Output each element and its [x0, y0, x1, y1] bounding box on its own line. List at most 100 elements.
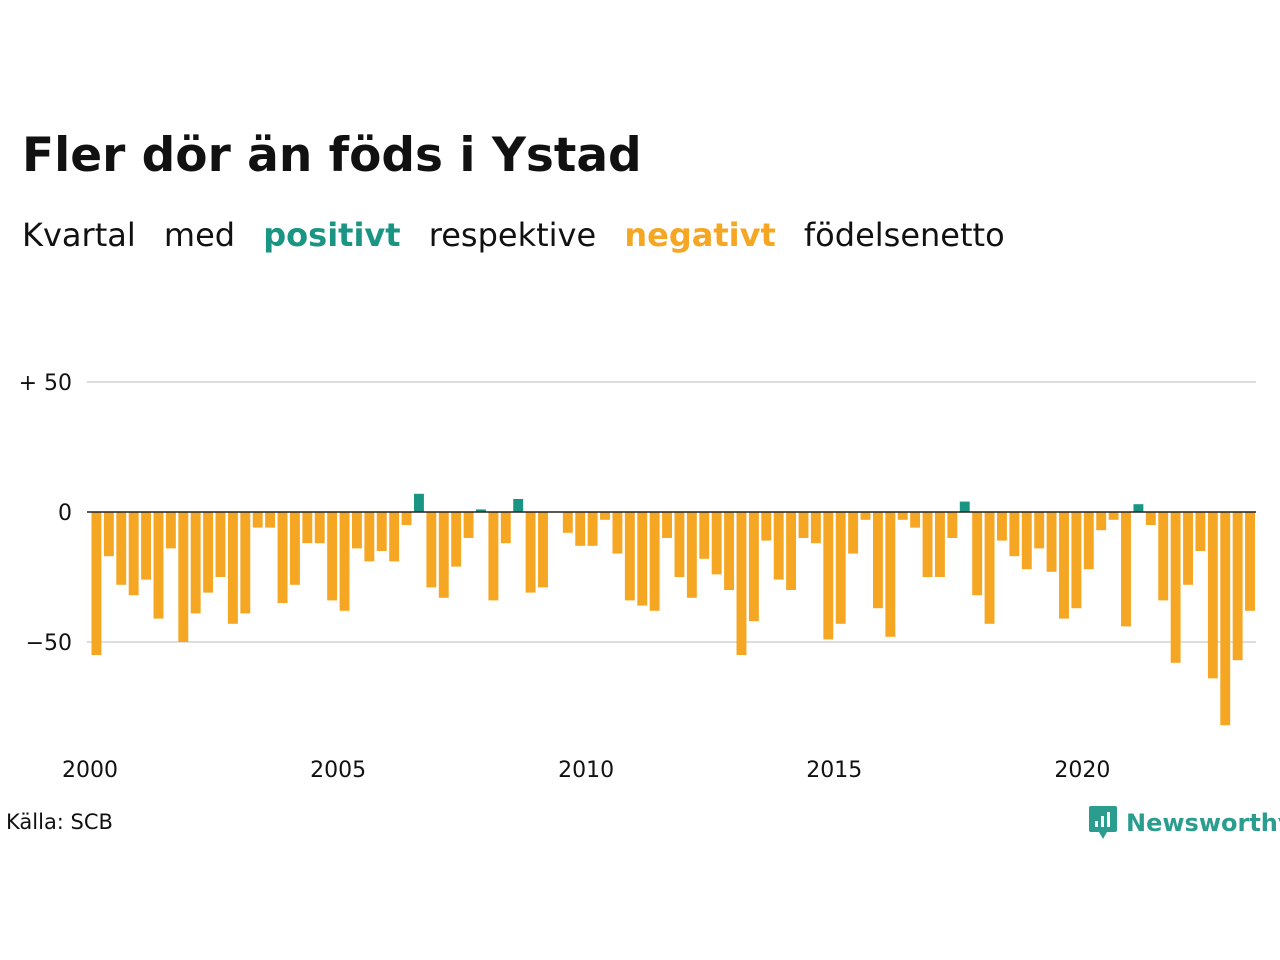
bar: [910, 512, 921, 528]
bar: [897, 512, 908, 520]
bar: [476, 509, 486, 512]
bar: [1059, 512, 1069, 619]
bar: [984, 512, 995, 624]
bar: [426, 512, 437, 588]
y-tick-label: + 50: [19, 371, 72, 396]
bar: [141, 512, 152, 580]
bar: [562, 512, 573, 533]
bar: [612, 512, 623, 554]
bar: [674, 512, 685, 577]
bar: [364, 512, 375, 562]
bar: [1096, 512, 1107, 531]
bar: [1183, 512, 1193, 585]
bar: [1071, 512, 1082, 609]
bar: [500, 512, 511, 544]
chart-subtitle: Kvartal med positivt respektive negativt…: [22, 216, 1023, 254]
bar: [376, 512, 387, 551]
bar: [327, 512, 338, 601]
bar: [624, 512, 635, 601]
bar: [525, 512, 536, 593]
bar: [1083, 512, 1094, 570]
bar: [773, 512, 784, 580]
bar: [1046, 512, 1057, 572]
bar: [934, 512, 945, 577]
subtitle-word-kvartal: Kvartal: [22, 216, 136, 254]
bar: [1158, 512, 1169, 601]
bar: [1245, 512, 1255, 611]
bar: [240, 512, 251, 614]
bar: [997, 512, 1007, 541]
bar: [103, 512, 114, 557]
bar: [463, 512, 474, 538]
bar: [203, 512, 214, 593]
bar: [351, 512, 362, 549]
bar: [538, 512, 548, 588]
bar: [215, 512, 226, 577]
bar: [711, 512, 722, 575]
bar: [748, 512, 759, 622]
bar: [1207, 512, 1218, 679]
bar: [649, 512, 660, 611]
bar: [662, 512, 672, 538]
bar: [153, 512, 164, 619]
bar: [265, 512, 276, 528]
bar: [587, 512, 598, 546]
bar: [1034, 512, 1045, 549]
bar: [227, 512, 238, 624]
bar: [165, 512, 176, 549]
bar: [252, 512, 263, 528]
bar: [1133, 504, 1144, 512]
bar: [575, 512, 586, 546]
newsworthy-chart-icon: [1089, 806, 1117, 839]
bar: [1232, 512, 1243, 661]
bar: [600, 512, 610, 520]
bar: [1009, 512, 1020, 557]
bar: [823, 512, 834, 640]
x-tick-label: 2020: [1054, 758, 1110, 783]
y-tick-label: −50: [26, 631, 72, 656]
bar: [1220, 512, 1231, 726]
bar: [302, 512, 313, 544]
subtitle-word-respektive: respektive: [428, 216, 597, 254]
bar: [786, 512, 797, 590]
bar: [686, 512, 697, 598]
bar: [128, 512, 139, 596]
newsworthy-logo: Newsworthy: [1088, 803, 1280, 843]
bar: [1170, 512, 1181, 663]
bar: [848, 512, 859, 554]
bar: [761, 512, 772, 541]
bar: [637, 512, 648, 606]
subtitle-word-fodelsenetto: födelsenetto: [803, 216, 1005, 254]
bar: [289, 512, 300, 585]
bar: [972, 512, 983, 596]
bar: [339, 512, 350, 611]
bar: [1108, 512, 1119, 520]
bar: [860, 512, 871, 520]
bar: [885, 512, 896, 637]
bar: [947, 512, 958, 538]
chart-title: Fler dör än föds i Ystad: [22, 128, 642, 183]
subtitle-negative-label: negativt: [624, 216, 776, 254]
bar: [810, 512, 821, 544]
bar: [1121, 512, 1131, 627]
bar: [116, 512, 127, 585]
bar: [451, 512, 462, 567]
bar: [190, 512, 201, 614]
bar: [513, 499, 524, 512]
bar: [724, 512, 735, 590]
source-note: Källa: SCB: [6, 810, 113, 834]
bar: [277, 512, 288, 603]
x-tick-label: 2000: [62, 758, 118, 783]
bar: [699, 512, 710, 559]
bar: [835, 512, 846, 624]
bar: [401, 512, 412, 525]
bar: [922, 512, 933, 577]
bar: [1021, 512, 1032, 570]
bar: [736, 512, 747, 655]
bar: [798, 512, 809, 538]
bar: [959, 501, 970, 512]
bar: [314, 512, 325, 544]
bar: [389, 512, 400, 562]
bar: [1145, 512, 1156, 525]
